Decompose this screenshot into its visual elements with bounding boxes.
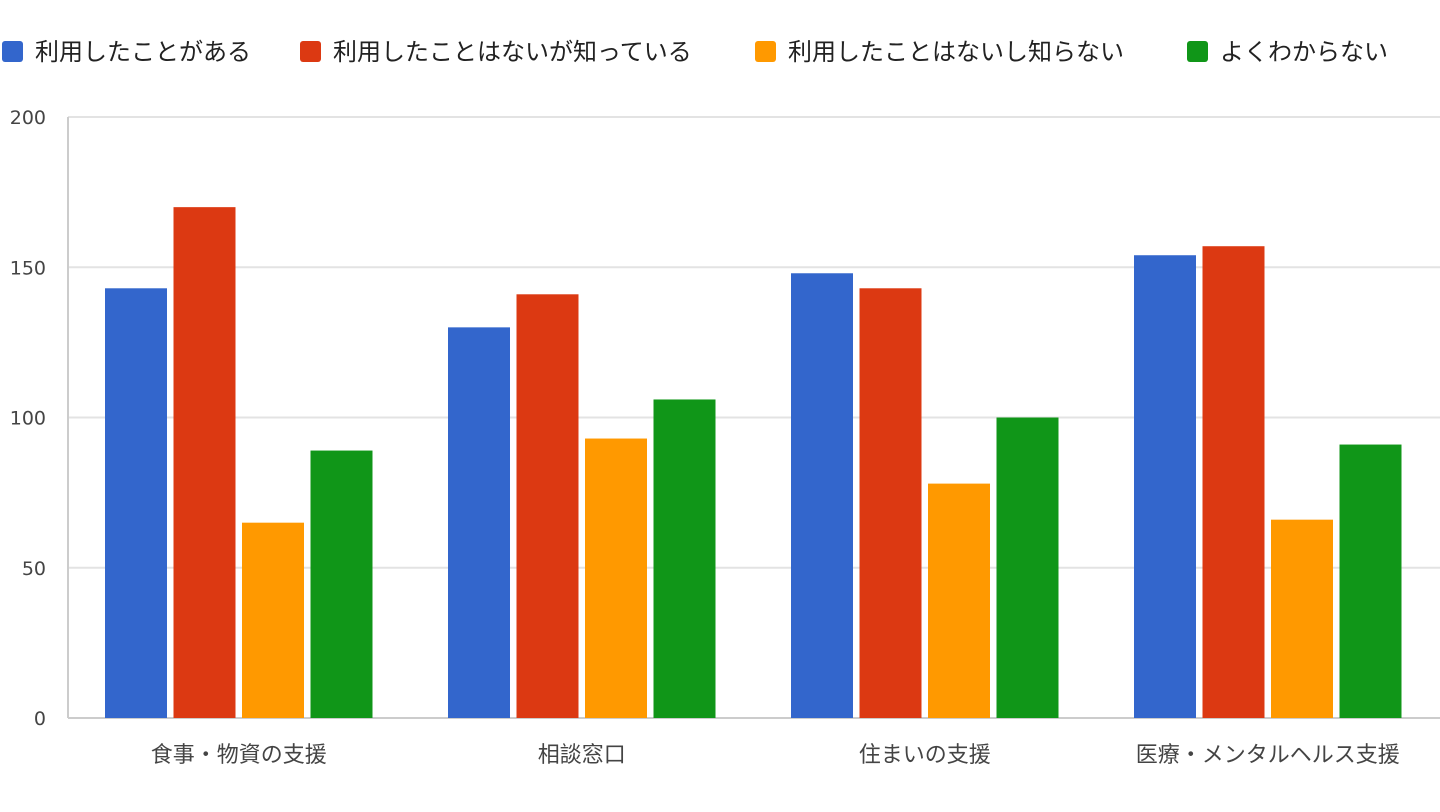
legend-swatch xyxy=(300,41,321,62)
bar xyxy=(928,483,990,718)
x-tick-label: 医療・メンタルヘルス支援 xyxy=(1136,743,1400,768)
legend-label: 利用したことがある xyxy=(35,38,251,66)
legend-swatch xyxy=(1187,41,1208,62)
y-tick-label: 50 xyxy=(22,558,46,580)
x-tick-label: 住まいの支援 xyxy=(859,743,991,768)
y-tick-label: 150 xyxy=(10,257,46,279)
x-tick-label: 相談窓口 xyxy=(538,743,626,768)
bar xyxy=(653,399,716,718)
legend-label: よくわからない xyxy=(1220,38,1388,66)
bar xyxy=(1339,444,1402,718)
y-tick-label: 200 xyxy=(10,107,46,129)
legend-swatch xyxy=(2,41,23,62)
bar xyxy=(1271,519,1333,718)
legend-label: 利用したことはないし知らない xyxy=(788,38,1124,66)
bar xyxy=(448,327,510,718)
bar xyxy=(859,288,922,718)
bars xyxy=(105,207,1402,719)
bar xyxy=(173,207,236,718)
legend: 利用したことがある 利用したことはないが知っている 利用したことはないし知らない よく… xyxy=(2,38,1388,66)
x-tick-label: 食事・物資の支援 xyxy=(151,743,327,768)
y-tick-label: 0 xyxy=(34,708,46,730)
bar xyxy=(242,522,304,718)
y-tick-label: 100 xyxy=(10,408,46,430)
bar xyxy=(791,273,853,718)
bar xyxy=(996,417,1059,718)
legend-swatch xyxy=(755,41,776,62)
bar xyxy=(310,450,373,718)
legend-label: 利用したことはないが知っている xyxy=(333,38,692,66)
bar xyxy=(1202,246,1265,718)
bar xyxy=(105,288,167,718)
axis-labels: 0 50 100 150 200 食事・物資の支援 相談窓口 住まいの支援 医療・メンタルヘルス… xyxy=(10,107,1400,768)
bar xyxy=(1134,255,1196,719)
bar xyxy=(585,438,647,718)
bar xyxy=(516,294,579,718)
